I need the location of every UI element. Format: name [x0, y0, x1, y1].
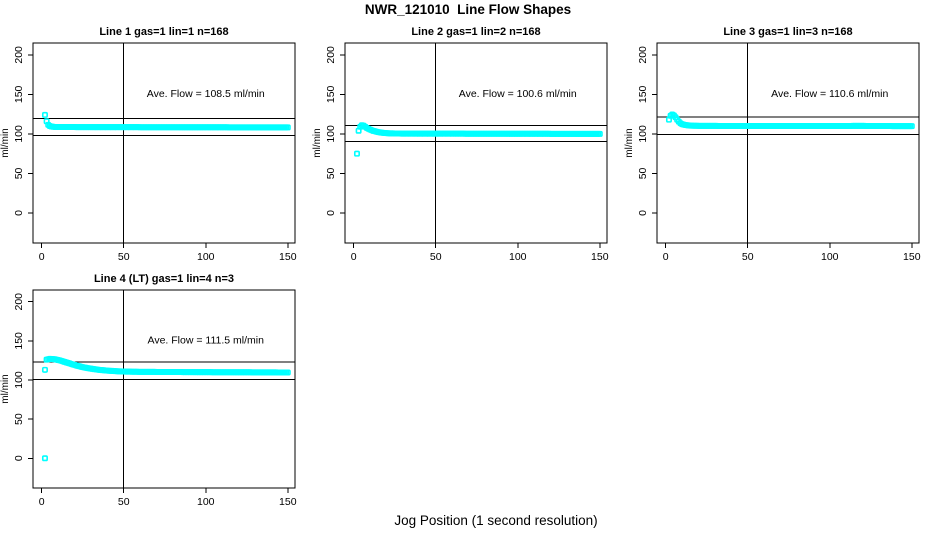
- y-tick-label: 200: [13, 46, 25, 64]
- y-axis-label: ml/min: [624, 128, 635, 157]
- x-tick-label: 50: [430, 251, 442, 263]
- ave-flow-annotation: Ave. Flow = 110.6 ml/min: [771, 88, 888, 100]
- data-series: [41, 355, 291, 462]
- y-tick-label: 100: [13, 125, 25, 143]
- plot-frame: [656, 42, 920, 244]
- y-tick-label: 0: [325, 210, 337, 216]
- plot-frame: [32, 289, 296, 489]
- y-axis-label: ml/min: [0, 374, 11, 403]
- x-tick-label: 100: [197, 251, 215, 263]
- panel-title: Line 3 gas=1 lin=3 n=168: [723, 26, 852, 38]
- panel-title: Line 1 gas=1 lin=1 n=168: [99, 26, 228, 38]
- x-tick-label: 100: [509, 251, 527, 263]
- data-series: [353, 122, 603, 157]
- panel-2: Line 2 gas=1 lin=2 n=168 0 50 100 150 0 50 100 1…: [312, 26, 609, 263]
- panel-4: Line 4 (LT) gas=1 lin=4 n=3 0 50 100 150 0 50 1…: [0, 273, 297, 508]
- ave-flow-annotation: Ave. Flow = 108.5 ml/min: [147, 88, 265, 100]
- panel-title: Line 2 gas=1 lin=2 n=168: [411, 26, 540, 38]
- plot-frame: [344, 42, 608, 244]
- y-tick-label: 150: [325, 85, 337, 103]
- y-tick-label: 200: [325, 46, 337, 64]
- y-axis-label: ml/min: [0, 128, 11, 157]
- data-series: [665, 111, 915, 130]
- x-tick-label: 50: [118, 496, 130, 508]
- data-point: [353, 150, 360, 157]
- data-point: [284, 124, 291, 131]
- x-axis-label: Jog Position (1 second resolution): [394, 513, 598, 528]
- data-series: [41, 111, 291, 131]
- y-tick-label: 150: [13, 85, 25, 103]
- panel-title: Line 4 (LT) gas=1 lin=4 n=3: [94, 273, 234, 285]
- y-tick-label: 0: [637, 210, 649, 216]
- x-tick-label: 50: [118, 251, 130, 263]
- data-point: [41, 366, 48, 373]
- x-tick-label: 100: [821, 251, 839, 263]
- y-axis-label: ml/min: [312, 128, 323, 157]
- y-tick-label: 50: [13, 413, 25, 425]
- y-tick-label: 100: [325, 125, 337, 143]
- x-tick-label: 100: [197, 496, 215, 508]
- x-tick-label: 150: [903, 251, 921, 263]
- y-tick-label: 50: [637, 167, 649, 179]
- y-tick-label: 200: [13, 293, 25, 311]
- data-point: [596, 130, 603, 137]
- panel-3: Line 3 gas=1 lin=3 n=168 0 50 100 150 0 50 100 1…: [624, 26, 921, 263]
- x-tick-label: 150: [279, 496, 297, 508]
- x-tick-label: 150: [279, 251, 297, 263]
- y-tick-label: 150: [13, 332, 25, 350]
- x-tick-label: 0: [39, 496, 45, 508]
- ave-flow-annotation: Ave. Flow = 111.5 ml/min: [148, 334, 265, 346]
- y-tick-label: 100: [637, 125, 649, 143]
- ave-flow-annotation: Ave. Flow = 100.6 ml/min: [459, 88, 577, 100]
- x-tick-label: 0: [39, 251, 45, 263]
- data-point: [41, 111, 48, 118]
- data-point: [41, 455, 48, 462]
- data-point: [284, 369, 291, 376]
- y-tick-label: 50: [13, 167, 25, 179]
- y-tick-label: 200: [637, 46, 649, 64]
- panel-1: Line 1 gas=1 lin=1 n=168 0 50 100 150 0 50 100 1…: [0, 26, 297, 263]
- figure-title: NWR_121010 Line Flow Shapes: [364, 2, 572, 17]
- y-tick-label: 0: [13, 455, 25, 461]
- x-tick-label: 0: [351, 251, 357, 263]
- y-tick-label: 150: [637, 85, 649, 103]
- x-tick-label: 0: [663, 251, 669, 263]
- y-tick-label: 100: [13, 371, 25, 389]
- y-tick-label: 50: [325, 167, 337, 179]
- x-tick-label: 150: [591, 251, 609, 263]
- y-tick-label: 0: [13, 210, 25, 216]
- data-point: [908, 123, 915, 130]
- x-tick-label: 50: [742, 251, 754, 263]
- plot-frame: [32, 42, 296, 244]
